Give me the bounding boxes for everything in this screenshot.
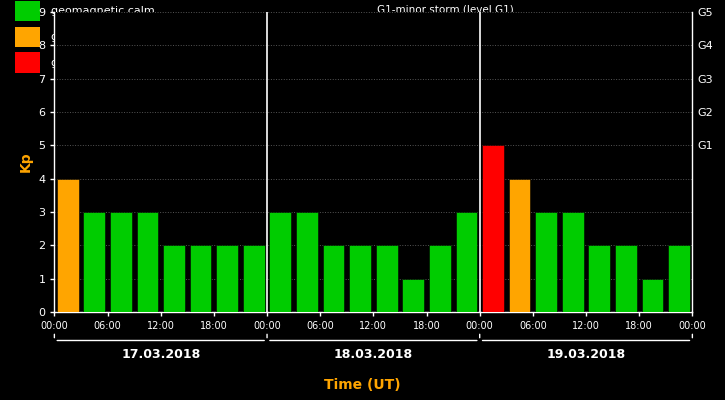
Text: 19.03.2018: 19.03.2018 <box>547 348 626 360</box>
Bar <box>429 245 451 312</box>
Y-axis label: Kp: Kp <box>19 152 33 172</box>
Bar <box>57 179 78 312</box>
Text: G3-strong storm (level G3): G3-strong storm (level G3) <box>377 39 517 49</box>
Bar <box>535 212 557 312</box>
Text: 17.03.2018: 17.03.2018 <box>121 348 200 360</box>
Bar <box>668 245 690 312</box>
Bar <box>695 245 716 312</box>
Text: Time (UT): Time (UT) <box>324 378 401 392</box>
Text: geomagnetic storm: geomagnetic storm <box>51 58 160 68</box>
Bar <box>190 245 212 312</box>
Bar <box>14 52 40 73</box>
Bar <box>349 245 371 312</box>
Bar <box>323 245 344 312</box>
Text: G1-minor storm (level G1): G1-minor storm (level G1) <box>377 5 514 15</box>
Bar <box>14 27 40 47</box>
Bar <box>83 212 105 312</box>
Text: G2-moderate storm (level G2): G2-moderate storm (level G2) <box>377 22 534 32</box>
Bar <box>562 212 584 312</box>
Text: geomagnetic calm: geomagnetic calm <box>51 6 154 16</box>
Bar <box>163 245 185 312</box>
Bar <box>509 179 531 312</box>
Bar <box>402 279 424 312</box>
Bar <box>270 212 291 312</box>
Bar <box>589 245 610 312</box>
Bar <box>455 212 477 312</box>
Bar <box>136 212 158 312</box>
Bar <box>642 279 663 312</box>
Bar <box>243 245 265 312</box>
Text: geomagnetic disturbances: geomagnetic disturbances <box>51 32 199 42</box>
Text: 18.03.2018: 18.03.2018 <box>334 348 413 360</box>
Bar <box>482 145 504 312</box>
Bar <box>615 245 637 312</box>
Bar <box>376 245 397 312</box>
Bar <box>110 212 132 312</box>
Bar <box>216 245 238 312</box>
Text: G5-extreme storm (level G5): G5-extreme storm (level G5) <box>377 73 527 83</box>
Text: G4-severe storm (level G4): G4-severe storm (level G4) <box>377 56 518 66</box>
Bar <box>14 1 40 21</box>
Bar <box>296 212 318 312</box>
